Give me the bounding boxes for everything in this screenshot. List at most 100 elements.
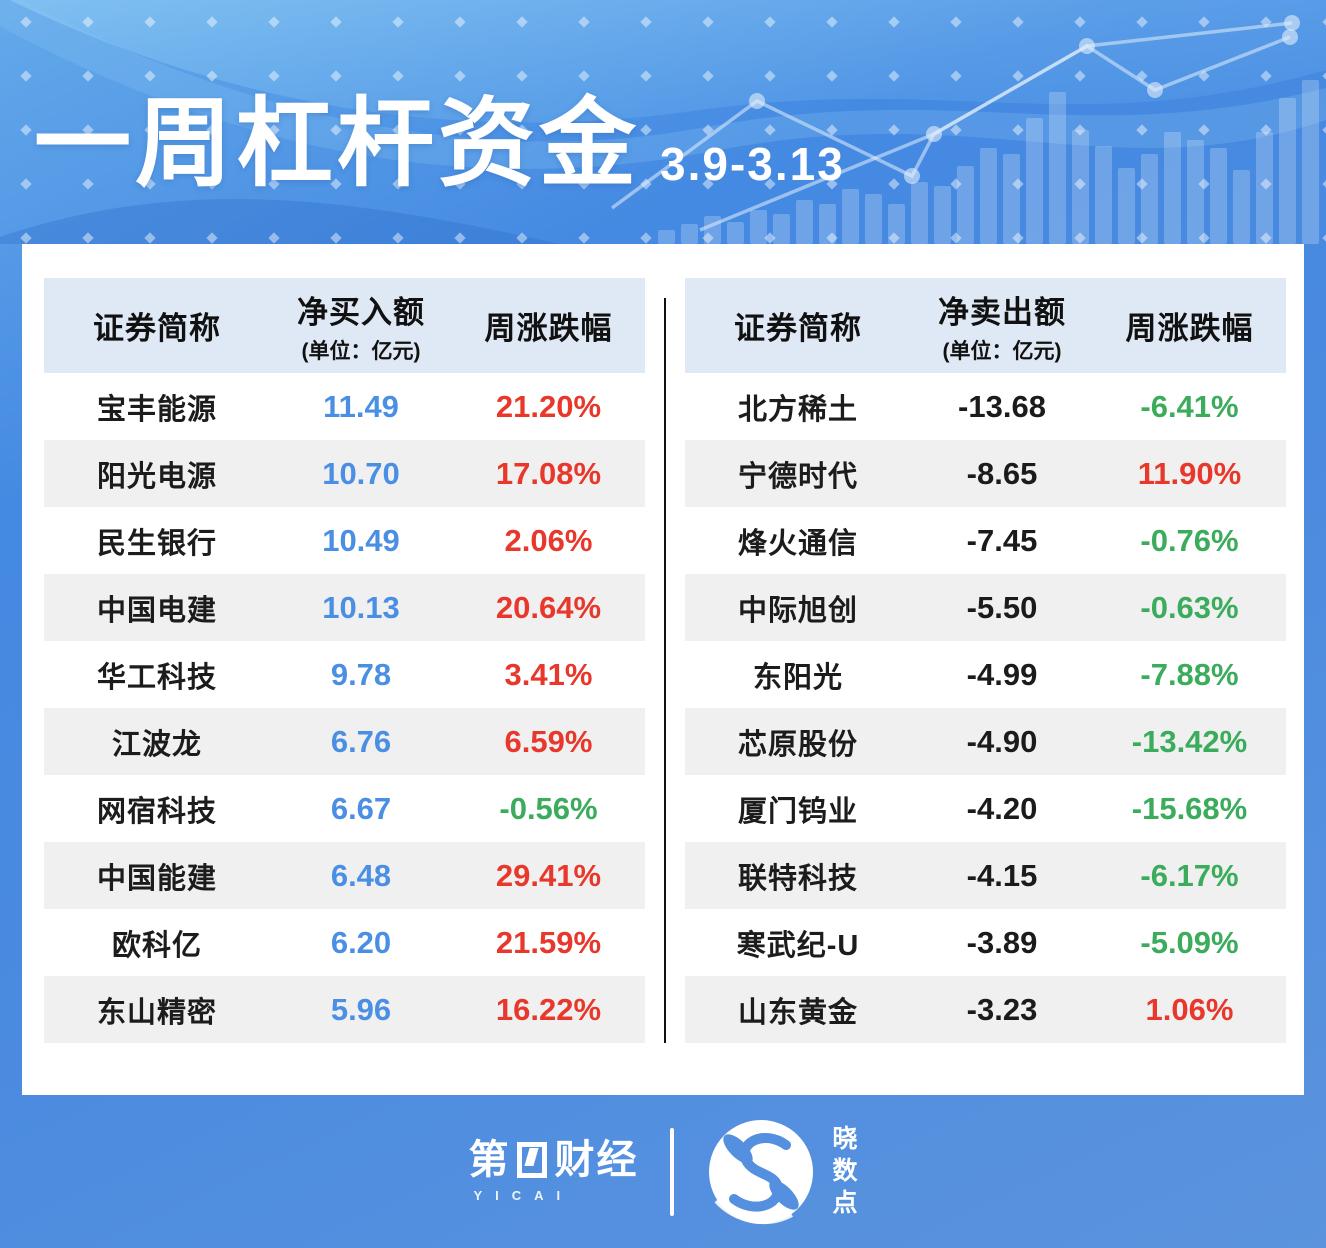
stock-name: 烽火通信 — [737, 527, 858, 560]
table-row: 芯原股份 -4.90 -13.42% — [685, 708, 1286, 775]
net-sell-table-header: 证券简称 净卖出额 (单位：亿元) 周涨跌幅 — [685, 278, 1286, 373]
table-row: 东阳光 -4.99 -7.88% — [685, 641, 1286, 708]
net-amount: -13.68 — [958, 388, 1046, 424]
weekly-change: 17.08% — [495, 455, 602, 491]
column-header-stock-name: 证券简称 — [734, 311, 862, 346]
table-row: 寒武纪-U -3.89 -5.09% — [685, 909, 1286, 976]
net-amount: 6.20 — [330, 924, 392, 960]
net-amount: -3.23 — [966, 991, 1038, 1027]
net-amount: -3.89 — [966, 924, 1038, 960]
data-card: 证券简称 净买入额 (单位：亿元) 周涨跌幅 宝丰能源 11.49 21.20% 阳光… — [22, 244, 1304, 1095]
net-amount: 6.48 — [330, 857, 392, 893]
net-amount: 10.13 — [322, 589, 400, 625]
date-range: 3.9-3.13 — [660, 138, 845, 190]
yicai-one-icon — [517, 1142, 548, 1178]
weekly-change: 6.59% — [504, 723, 593, 759]
header-decoration — [0, 0, 1326, 244]
weekly-change: -13.42% — [1131, 723, 1248, 759]
stock-name: 华工科技 — [96, 661, 217, 694]
unit-label: (单位：亿元) — [301, 339, 421, 363]
decor-bar-chart — [658, 80, 1319, 244]
xiaoshudian-circle-icon — [709, 1119, 814, 1224]
xiaoshudian-logo: 晓 数 点 — [706, 1117, 858, 1227]
table-row: 网宿科技 6.67 -0.56% — [44, 775, 645, 842]
net-amount: -4.20 — [966, 790, 1038, 826]
stock-name: 宝丰能源 — [96, 393, 217, 426]
table-row: 烽火通信 -7.45 -0.76% — [685, 507, 1286, 574]
weekly-change: 20.64% — [495, 589, 602, 625]
net-amount: 11.49 — [323, 388, 399, 424]
weekly-change: -15.68% — [1131, 790, 1248, 826]
weekly-change: 29.41% — [495, 857, 602, 893]
table-row: 中际旭创 -5.50 -0.63% — [685, 574, 1286, 641]
table-row: 阳光电源 10.70 17.08% — [44, 440, 645, 507]
net-buy-table-header: 证券简称 净买入额 (单位：亿元) 周涨跌幅 — [44, 278, 645, 373]
weekly-change: -5.09% — [1140, 924, 1239, 960]
yicai-logo-prefix: 第 — [468, 1138, 511, 1182]
weekly-change: 21.59% — [495, 924, 602, 960]
weekly-change: -0.76% — [1140, 522, 1239, 558]
table-row: 山东黄金 -3.23 1.06% — [685, 976, 1286, 1043]
stock-name: 中国能建 — [96, 862, 217, 895]
yicai-logo-suffix: 财经 — [554, 1138, 639, 1182]
column-header-weekly-change: 周涨跌幅 — [1125, 311, 1254, 346]
stock-name: 欧科亿 — [111, 929, 202, 962]
table-row: 宁德时代 -8.65 11.90% — [685, 440, 1286, 507]
table-divider — [664, 298, 666, 1043]
weekly-change: 1.06% — [1145, 991, 1234, 1027]
stock-name: 中国电建 — [96, 594, 217, 627]
column-header-net-sell: 净卖出额 (单位：亿元) — [938, 294, 1066, 363]
xiaoshudian-wordmark: 晓 数 点 — [832, 1125, 858, 1217]
unit-label: (单位：亿元) — [942, 339, 1062, 363]
table-row: 厦门钨业 -4.20 -15.68% — [685, 775, 1286, 842]
table-row: 中国电建 10.13 20.64% — [44, 574, 645, 641]
stock-name: 网宿科技 — [96, 795, 217, 828]
net-amount: 6.67 — [330, 790, 392, 826]
table-row: 北方稀土 -13.68 -6.41% — [685, 373, 1286, 440]
stock-name: 江波龙 — [111, 728, 202, 761]
table-row: 东山精密 5.96 16.22% — [44, 976, 645, 1043]
table-row: 联特科技 -4.15 -6.17% — [685, 842, 1286, 909]
weekly-change: 11.90% — [1137, 455, 1242, 491]
table-row: 民生银行 10.49 2.06% — [44, 507, 645, 574]
stock-name: 厦门钨业 — [737, 795, 858, 828]
net-amount: 10.49 — [322, 522, 400, 558]
net-amount: -7.45 — [966, 522, 1038, 558]
column-header-stock-name: 证券简称 — [93, 311, 221, 346]
net-amount: 9.78 — [330, 656, 392, 692]
table-row: 欧科亿 6.20 21.59% — [44, 909, 645, 976]
column-header-net-buy: 净买入额 (单位：亿元) — [297, 294, 425, 363]
stock-name: 东山精密 — [96, 996, 217, 1029]
net-buy-table: 证券简称 净买入额 (单位：亿元) 周涨跌幅 宝丰能源 11.49 21.20% 阳光… — [44, 278, 645, 1095]
net-amount: -4.99 — [966, 656, 1038, 692]
stock-name: 民生银行 — [96, 527, 217, 560]
stock-name: 北方稀土 — [737, 393, 858, 426]
table-row: 宝丰能源 11.49 21.20% — [44, 373, 645, 440]
net-amount: 5.96 — [330, 991, 392, 1027]
net-amount: -8.65 — [966, 455, 1038, 491]
stock-name: 阳光电源 — [96, 460, 217, 493]
page-title-row: 一周杠杆资金 3.9-3.13 — [34, 95, 845, 192]
table-row: 中国能建 6.48 29.41% — [44, 842, 645, 909]
net-amount: -4.90 — [966, 723, 1038, 759]
weekly-change: -6.17% — [1140, 857, 1239, 893]
weekly-change: 2.06% — [504, 522, 593, 558]
weekly-change: -6.41% — [1140, 388, 1239, 424]
weekly-change: -7.88% — [1140, 656, 1239, 692]
stock-name: 东阳光 — [752, 661, 843, 694]
table-row: 华工科技 9.78 3.41% — [44, 641, 645, 708]
yicai-logo: 第 财经 YICAI — [468, 1140, 638, 1203]
stock-name: 山东黄金 — [737, 996, 858, 1029]
net-amount: -4.15 — [966, 857, 1038, 893]
net-sell-table: 证券简称 净卖出额 (单位：亿元) 周涨跌幅 北方稀土 -13.68 -6.41% 宁… — [685, 278, 1286, 1095]
weekly-change: 3.41% — [504, 656, 593, 692]
net-amount: 6.76 — [330, 723, 392, 759]
yicai-logo-latin: YICAI — [473, 1188, 574, 1203]
weekly-change: 16.22% — [495, 991, 602, 1027]
stock-name: 联特科技 — [737, 862, 858, 895]
footer: 第 财经 YICAI 晓 数 点 — [0, 1095, 1326, 1248]
net-amount: -5.50 — [966, 589, 1038, 625]
footer-divider-bar — [670, 1127, 675, 1216]
table-row: 江波龙 6.76 6.59% — [44, 708, 645, 775]
